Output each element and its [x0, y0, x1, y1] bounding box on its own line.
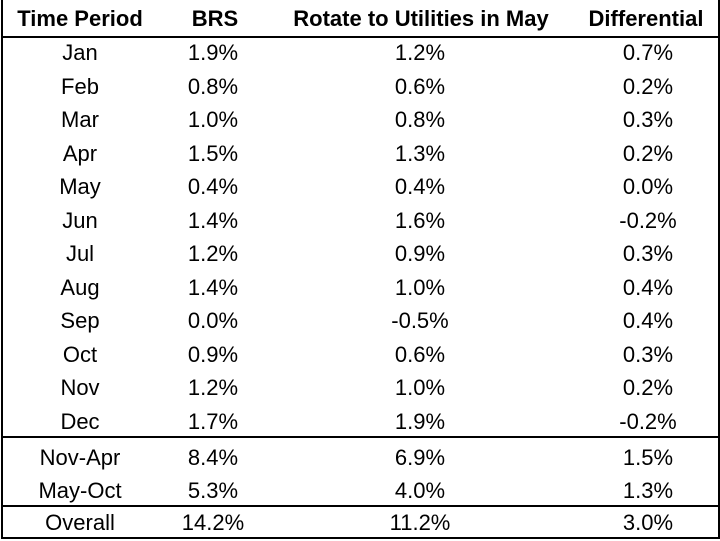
table-cell: -0.5% — [391, 308, 449, 333]
header-cell: Time Period — [17, 6, 143, 31]
table-cell: 1.9% — [187, 40, 239, 65]
table-cell: 0.8% — [394, 107, 446, 132]
table-cell: 0.4% — [187, 174, 239, 199]
section-rule — [1, 436, 720, 438]
table-cell: 11.2% — [389, 510, 451, 535]
table-cell: Feb — [61, 73, 99, 99]
table-cell: 0.3% — [622, 241, 674, 266]
table-cell: 0.7% — [622, 40, 674, 65]
table-cell: -0.2% — [619, 408, 677, 434]
table-cell: 1.3% — [394, 140, 446, 166]
table-cell: May-Oct — [38, 478, 122, 503]
header-cell: Differential — [588, 6, 704, 31]
table-cell: 0.2% — [622, 73, 674, 99]
table-cell: 0.4% — [622, 308, 674, 333]
table-cell: 0.3% — [622, 341, 674, 367]
table-cell: Nov-Apr — [39, 445, 121, 470]
table-cell: 14.2% — [181, 510, 245, 535]
section-rule — [1, 505, 720, 507]
table-cell: 1.7% — [187, 408, 239, 434]
table-cell: Overall — [45, 510, 115, 535]
table-cell: 1.6% — [394, 207, 446, 233]
table-cell: 0.6% — [394, 341, 446, 367]
table-cell: 0.8% — [187, 73, 239, 99]
table-cell: 1.0% — [394, 375, 446, 400]
table-cell: 1.2% — [187, 241, 239, 266]
header-rule — [1, 36, 720, 38]
table-cell: 5.3% — [187, 478, 239, 503]
table-cell: 0.4% — [622, 274, 674, 300]
table-cell: 4.0% — [394, 478, 446, 503]
table-cell: Jun — [62, 207, 98, 233]
table-cell: 1.0% — [394, 274, 446, 300]
table-cell: 0.6% — [394, 73, 446, 99]
table-cell: Aug — [60, 274, 100, 300]
table-cell: 6.9% — [394, 445, 446, 470]
table-cell: 0.0% — [187, 308, 239, 333]
table-cell: 1.2% — [394, 40, 446, 65]
table-cell: Jan — [62, 40, 98, 65]
table-cell: Apr — [62, 140, 98, 166]
table-cell: 1.4% — [187, 274, 239, 300]
table-cell: 1.9% — [394, 408, 446, 434]
table-cell: 1.0% — [187, 107, 239, 132]
table-cell: 1.3% — [622, 478, 674, 503]
table-cell: -0.2% — [619, 207, 677, 233]
table-cell: 0.2% — [622, 375, 674, 400]
table-cell: 0.4% — [394, 174, 446, 199]
table-cell: Dec — [60, 408, 100, 434]
table-cell: 0.9% — [394, 241, 446, 266]
table-cell: Sep — [60, 308, 100, 333]
header-cell: BRS — [191, 6, 239, 31]
table-cell: Mar — [61, 107, 99, 132]
table-cell: 8.4% — [187, 445, 239, 470]
table-cell: Jul — [65, 241, 95, 266]
table-cell: Nov — [60, 375, 100, 400]
table-cell: May — [59, 174, 101, 199]
header-cell: Rotate to Utilities in May — [293, 6, 549, 31]
table-cell: 1.2% — [187, 375, 239, 400]
table-cell: 0.9% — [187, 341, 239, 367]
table-cell: 0.2% — [622, 140, 674, 166]
table-cell: Oct — [62, 341, 98, 367]
table-cell: 0.3% — [622, 107, 674, 132]
table-cell: 1.4% — [187, 207, 239, 233]
table-cell: 1.5% — [187, 140, 239, 166]
table-cell: 1.5% — [622, 445, 674, 470]
table-cell: 3.0% — [622, 510, 674, 535]
table-cell: 0.0% — [622, 174, 674, 199]
